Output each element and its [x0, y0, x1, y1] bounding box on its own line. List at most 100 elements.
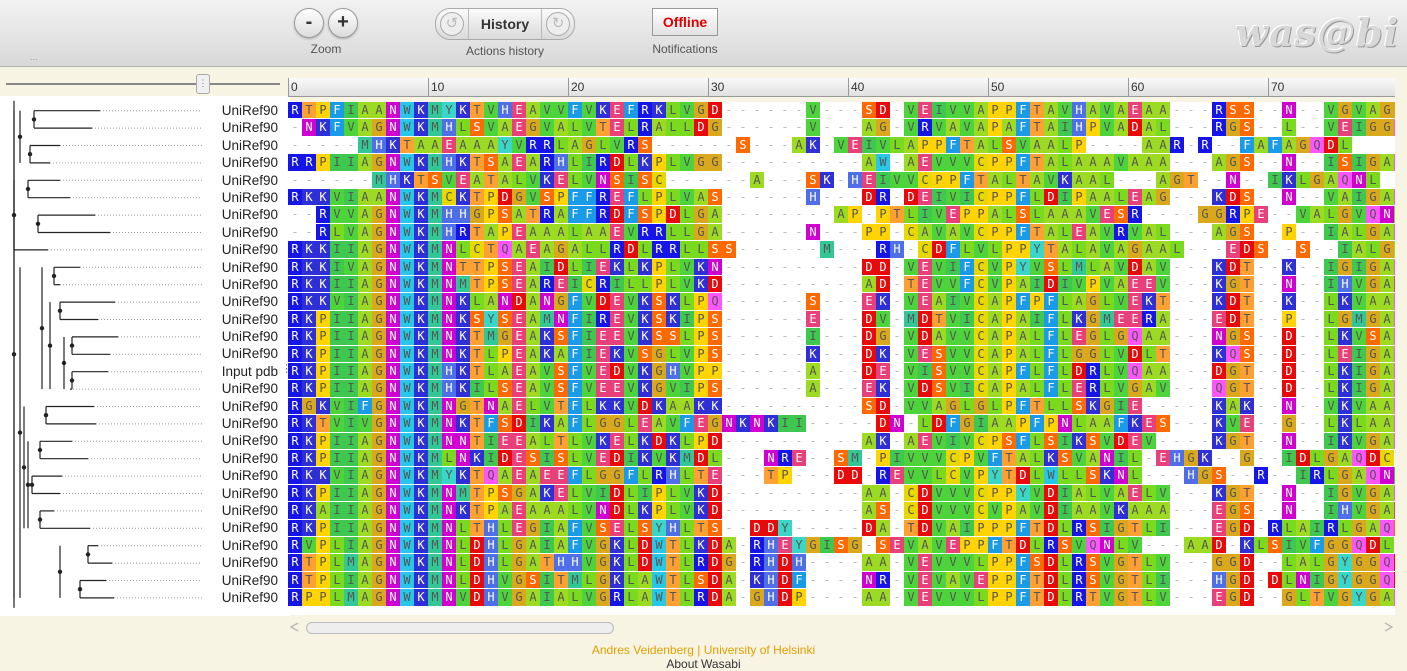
residue-cell[interactable]: P [1086, 119, 1100, 136]
residue-cell[interactable]: A [904, 432, 918, 449]
residue-cell[interactable]: W [400, 363, 414, 380]
residue-cell[interactable]: R [1170, 136, 1184, 154]
residue-cell[interactable]: P [988, 119, 1002, 136]
residue-cell[interactable]: L [666, 119, 680, 136]
residue-cell[interactable]: S [932, 363, 946, 380]
residue-cell[interactable]: G [596, 554, 610, 571]
gap-cell[interactable]: - [767, 294, 775, 309]
gap-cell[interactable]: - [1201, 277, 1209, 291]
residue-cell[interactable]: V [904, 345, 918, 362]
residue-cell[interactable]: F [624, 206, 638, 223]
residue-cell[interactable]: H [666, 363, 680, 380]
residue-cell[interactable]: D [1072, 363, 1086, 380]
gap-cell[interactable]: - [1299, 277, 1307, 291]
gap-cell[interactable]: - [1271, 155, 1279, 170]
gap-cell[interactable]: - [1299, 398, 1307, 413]
residue-cell[interactable]: A [554, 206, 568, 223]
residue-cell[interactable]: F [1016, 432, 1030, 449]
gap-cell[interactable]: - [823, 190, 831, 204]
residue-cell[interactable]: K [456, 310, 470, 328]
gap-cell[interactable]: - [795, 329, 803, 344]
gap-cell[interactable]: - [1201, 242, 1209, 257]
residue-cell[interactable]: K [540, 328, 554, 345]
residue-cell[interactable]: N [1380, 206, 1394, 223]
residue-cell[interactable]: I [890, 450, 904, 467]
tree-node[interactable] [37, 517, 43, 522]
residue-cell[interactable]: I [344, 363, 358, 380]
gap-cell[interactable]: - [1257, 259, 1265, 274]
gap-cell[interactable]: - [725, 503, 733, 518]
residue-cell[interactable]: F [1016, 363, 1030, 380]
residue-cell[interactable]: K [414, 345, 428, 362]
gap-cell[interactable]: - [1159, 398, 1167, 413]
sequence-name[interactable]: UniRef90 [221, 137, 278, 153]
residue-cell[interactable]: H [890, 241, 904, 258]
residue-cell[interactable]: P [694, 293, 708, 310]
residue-cell[interactable]: C [904, 223, 918, 241]
gap-cell[interactable]: - [1271, 103, 1279, 117]
residue-cell[interactable]: V [1156, 589, 1170, 606]
residue-cell[interactable]: V [1114, 154, 1128, 171]
residue-cell[interactable]: I [680, 310, 694, 328]
residue-cell[interactable]: D [778, 554, 792, 571]
residue-cell[interactable]: Q [1394, 397, 1395, 415]
residue-cell[interactable]: G [1282, 589, 1296, 606]
residue-cell[interactable]: C [974, 223, 988, 241]
gap-cell[interactable]: - [1201, 572, 1209, 587]
residue-cell[interactable]: V [1044, 171, 1058, 188]
residue-cell[interactable]: G [974, 397, 988, 415]
gap-cell[interactable]: - [739, 190, 747, 204]
residue-cell[interactable]: A [1352, 467, 1366, 484]
residue-cell[interactable]: K [540, 171, 554, 188]
gap-cell[interactable]: - [725, 103, 733, 117]
residue-cell[interactable]: P [316, 345, 330, 362]
residue-cell[interactable]: H [806, 189, 820, 206]
residue-cell[interactable]: D [1296, 450, 1310, 467]
residue-cell[interactable]: G [1338, 258, 1352, 275]
residue-cell[interactable]: R [288, 537, 302, 554]
gap-cell[interactable]: - [753, 346, 761, 361]
residue-cell[interactable]: T [470, 328, 484, 345]
residue-cell[interactable]: N [456, 450, 470, 467]
residue-cell[interactable]: Q [1380, 571, 1394, 589]
residue-cell[interactable]: N [442, 484, 456, 502]
menu-dots[interactable]: ... [30, 52, 38, 62]
residue-cell[interactable]: R [288, 189, 302, 206]
gap-cell[interactable]: - [851, 155, 859, 170]
residue-cell[interactable]: F [1016, 102, 1030, 119]
residue-cell[interactable]: N [386, 258, 400, 275]
residue-cell[interactable]: A [1184, 537, 1198, 554]
gap-cell[interactable]: - [851, 259, 859, 274]
residue-cell[interactable]: D [610, 502, 624, 519]
residue-cell[interactable]: L [680, 223, 694, 241]
residue-cell[interactable]: F [568, 519, 582, 536]
residue-cell[interactable]: G [1366, 380, 1380, 397]
residue-cell[interactable]: W [400, 241, 414, 258]
residue-cell[interactable]: A [1380, 502, 1394, 519]
residue-cell[interactable]: I [344, 189, 358, 206]
residue-cell[interactable]: G [498, 328, 512, 345]
residue-cell[interactable]: E [1072, 328, 1086, 345]
residue-cell[interactable]: L [1058, 397, 1072, 415]
residue-cell[interactable]: P [316, 102, 330, 119]
residue-cell[interactable]: R [694, 589, 708, 606]
residue-cell[interactable]: V [946, 380, 960, 397]
residue-cell[interactable]: A [974, 136, 988, 154]
residue-cell[interactable]: A [1086, 102, 1100, 119]
residue-cell[interactable]: L [1114, 537, 1128, 554]
residue-cell[interactable]: L [1324, 328, 1338, 345]
residue-cell[interactable]: P [974, 519, 988, 536]
residue-cell[interactable]: K [694, 537, 708, 554]
residue-cell[interactable]: N [386, 432, 400, 449]
residue-cell[interactable]: L [1282, 554, 1296, 571]
residue-cell[interactable]: Y [1352, 589, 1366, 606]
residue-cell[interactable]: A [554, 502, 568, 519]
residue-cell[interactable]: A [862, 484, 876, 502]
residue-cell[interactable]: V [1156, 258, 1170, 275]
residue-cell[interactable]: S [1044, 258, 1058, 275]
gap-cell[interactable]: - [1271, 590, 1279, 605]
gap-cell[interactable]: - [865, 207, 873, 222]
residue-cell[interactable]: D [596, 293, 610, 310]
residue-cell[interactable]: L [330, 223, 344, 241]
residue-cell[interactable]: T [470, 519, 484, 536]
